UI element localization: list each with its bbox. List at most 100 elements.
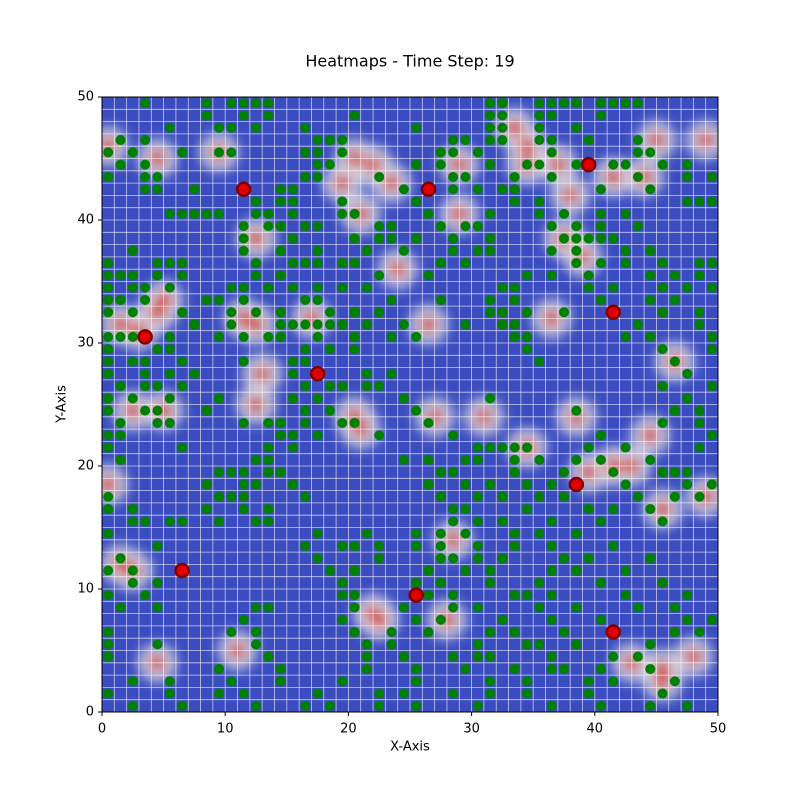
green-agent [287,282,298,293]
green-agent [522,344,533,355]
green-agent [263,454,274,465]
green-agent [214,516,225,527]
green-agent [706,614,717,625]
green-agent [435,491,446,502]
green-agent [287,479,298,490]
green-agent [349,307,360,318]
green-agent [657,417,668,428]
green-agent [214,467,225,478]
green-agent [103,442,114,453]
green-agent [164,417,175,428]
green-agent [201,504,212,515]
green-agent [645,270,656,281]
green-agent [595,700,606,711]
green-agent [423,270,434,281]
green-agent [411,614,422,625]
green-agent [682,467,693,478]
green-agent [509,590,520,601]
green-agent [534,356,545,367]
green-agent [103,307,114,318]
green-agent [226,627,237,638]
green-agent [361,651,372,662]
heat-cell [123,401,143,420]
green-agent [595,294,606,305]
green-agent [595,454,606,465]
green-agent [300,221,311,232]
green-agent [620,159,631,170]
green-agent [374,700,385,711]
green-agent [300,417,311,428]
green-agent [238,356,249,367]
green-agent [657,258,668,269]
green-agent [127,270,138,281]
green-agent [669,294,680,305]
green-agent [595,614,606,625]
heat-cell [653,672,672,691]
green-agent [657,516,668,527]
green-agent [177,700,188,711]
green-agent [238,504,249,515]
red-agent [137,329,153,345]
green-agent [275,319,286,330]
green-agent [361,319,372,330]
green-agent [152,381,163,392]
green-agent [361,368,372,379]
green-agent [694,417,705,428]
green-agent [497,553,508,564]
green-agent [127,147,138,158]
green-agent [682,590,693,601]
green-agent [349,540,360,551]
green-agent [694,270,705,281]
green-agent [238,331,249,342]
heat-cell [641,426,660,445]
red-agent [309,366,326,382]
green-agent [460,454,471,465]
y-axis-label: Y-Axis [55,385,70,424]
green-agent [251,627,261,638]
green-agent [472,491,483,502]
green-agent [448,602,459,613]
green-agent [632,98,643,109]
green-agent [485,122,496,133]
green-agent [509,294,520,305]
green-agent [300,294,311,305]
green-agent [608,98,619,109]
green-agent [608,467,619,478]
y-tick-label: 30 [77,336,94,351]
green-agent [608,676,619,687]
green-agent [300,381,311,392]
green-agent [595,110,606,121]
green-agent [522,331,533,342]
green-agent [534,639,545,650]
green-agent [115,381,126,392]
green-agent [238,294,249,305]
green-agent [238,688,249,699]
green-agent [435,147,446,158]
green-agent [226,319,237,330]
green-agent [608,504,619,515]
green-agent [620,258,631,269]
green-agent [669,270,680,281]
green-agent [263,602,274,613]
green-agent [177,147,188,158]
green-agent [620,245,631,256]
green-agent [164,368,175,379]
green-agent [164,516,175,527]
green-agent [509,319,520,330]
green-agent [522,479,533,490]
green-agent [608,233,619,244]
green-agent [448,590,459,601]
green-agent [287,208,298,219]
green-agent [669,602,680,613]
green-agent [485,159,496,170]
green-agent [214,147,225,158]
green-agent [177,307,188,318]
green-agent [238,614,249,625]
green-agent [312,159,323,170]
green-agent [374,307,385,318]
green-agent [189,208,200,219]
green-agent [411,196,422,207]
green-agent [312,393,323,404]
green-agent [497,184,508,195]
green-agent [398,454,409,465]
